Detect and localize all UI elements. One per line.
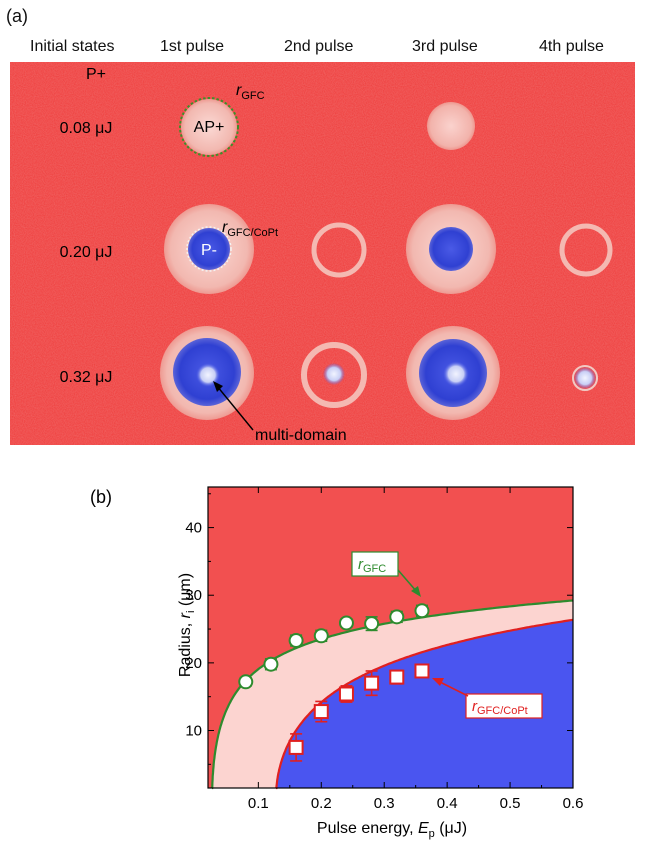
legend-box-gfc bbox=[351, 551, 399, 577]
ap-plus-label: AP+ bbox=[194, 119, 225, 136]
y-axis-label: Radius, ri (μm) bbox=[177, 573, 197, 677]
column-header-3rd: 3rd pulse bbox=[412, 38, 478, 55]
column-header-4th: 4th pulse bbox=[539, 38, 604, 55]
ring-r2-c4 bbox=[559, 223, 613, 277]
y-tick-label: 30 bbox=[185, 587, 202, 604]
plot-frame bbox=[207, 486, 574, 789]
column-header-1st: 1st pulse bbox=[160, 38, 225, 55]
x-axis-label: Pulse energy, Ep (μJ) bbox=[317, 820, 467, 840]
panel-b-label: (b) bbox=[90, 487, 112, 507]
data-point-gfc bbox=[288, 633, 304, 649]
data-point-gfc bbox=[338, 615, 354, 631]
image-noise bbox=[10, 62, 635, 445]
r-gfc-copt-label: rGFC/CoPt bbox=[222, 219, 278, 239]
data-point-copt bbox=[313, 704, 329, 720]
domain-image-grid: P+ 0.08 μJ 0.20 μJ 0.32 μJ AP+ P- multi-… bbox=[10, 62, 635, 445]
region-bottom bbox=[276, 619, 573, 788]
row-label-0: 0.08 μJ bbox=[60, 120, 113, 137]
legend-label-copt: rGFC/CoPt bbox=[472, 698, 528, 717]
data-point-gfc bbox=[414, 603, 430, 619]
blue-domain-r2-c3 bbox=[429, 227, 473, 271]
row-label-1: 0.20 μJ bbox=[60, 244, 113, 261]
data-point-gfc bbox=[263, 656, 279, 672]
column-header-initial: Initial states bbox=[30, 38, 115, 55]
x-tick-label: 0.6 bbox=[563, 795, 584, 812]
data-point-copt bbox=[288, 739, 304, 755]
data-point-copt bbox=[338, 686, 354, 702]
multi-domain-arrow bbox=[216, 385, 254, 431]
initial-state-label: P+ bbox=[86, 66, 106, 83]
x-tick-label: 0.4 bbox=[437, 795, 458, 812]
data-point-gfc bbox=[389, 609, 405, 625]
legend-label-gfc: rGFC bbox=[358, 556, 386, 575]
legend-arrowhead-copt bbox=[432, 678, 444, 686]
row-label-2: 0.32 μJ bbox=[60, 369, 113, 386]
data-point-gfc bbox=[238, 674, 254, 690]
core-r3-c2 bbox=[323, 363, 345, 385]
r-gfc-label: rGFC bbox=[236, 82, 265, 102]
plot-area: 0.1 0.2 0.3 0.4 0.5 0.6 10 20 30 40 rGFC rGFC/CoPt bbox=[185, 486, 584, 812]
x-tick-label: 0.1 bbox=[248, 795, 269, 812]
data-point-copt bbox=[389, 669, 405, 685]
ring-r2-c2 bbox=[311, 222, 367, 278]
y-tick-label: 40 bbox=[185, 520, 202, 537]
data-point-gfc bbox=[364, 616, 380, 632]
gfc-radius-marker bbox=[179, 97, 239, 157]
blue-domain-r2-c1 bbox=[188, 228, 230, 270]
ring-r3-c2 bbox=[301, 342, 367, 408]
y-tick-label: 20 bbox=[185, 655, 202, 672]
data-point-gfc bbox=[313, 628, 329, 644]
data-point-copt bbox=[364, 675, 380, 691]
x-tick-label: 0.2 bbox=[311, 795, 332, 812]
x-tick-label: 0.5 bbox=[500, 795, 521, 812]
copt-radius-marker bbox=[186, 226, 232, 272]
legend-arrow-gfc bbox=[397, 569, 418, 593]
panel-a-label: (a) bbox=[6, 6, 28, 26]
column-header-2nd: 2nd pulse bbox=[284, 38, 354, 55]
legend-arrowhead-gfc bbox=[411, 586, 421, 597]
multi-domain-core bbox=[196, 363, 220, 387]
spot-r3-c4 bbox=[572, 365, 598, 391]
multi-domain-label: multi-domain bbox=[255, 427, 347, 444]
multi-domain-arrowhead bbox=[213, 381, 223, 392]
radius-vs-energy-chart: (b) 0.1 0.2 0.3 0.4 0.5 0.6 10 20 30 40 rGFC rGFC/C… bbox=[90, 486, 584, 840]
core-r3-c4 bbox=[574, 367, 596, 389]
x-tick-label: 0.3 bbox=[374, 795, 395, 812]
legend-box-copt bbox=[465, 693, 543, 719]
p-minus-label: P- bbox=[201, 242, 217, 259]
data-point-copt bbox=[414, 663, 430, 679]
y-tick-label: 10 bbox=[185, 723, 202, 740]
legend-arrow-copt bbox=[437, 680, 469, 697]
core-r3-c3 bbox=[443, 361, 469, 387]
spot-r1-c1 bbox=[181, 99, 237, 155]
spot-r1-c3 bbox=[427, 102, 475, 150]
